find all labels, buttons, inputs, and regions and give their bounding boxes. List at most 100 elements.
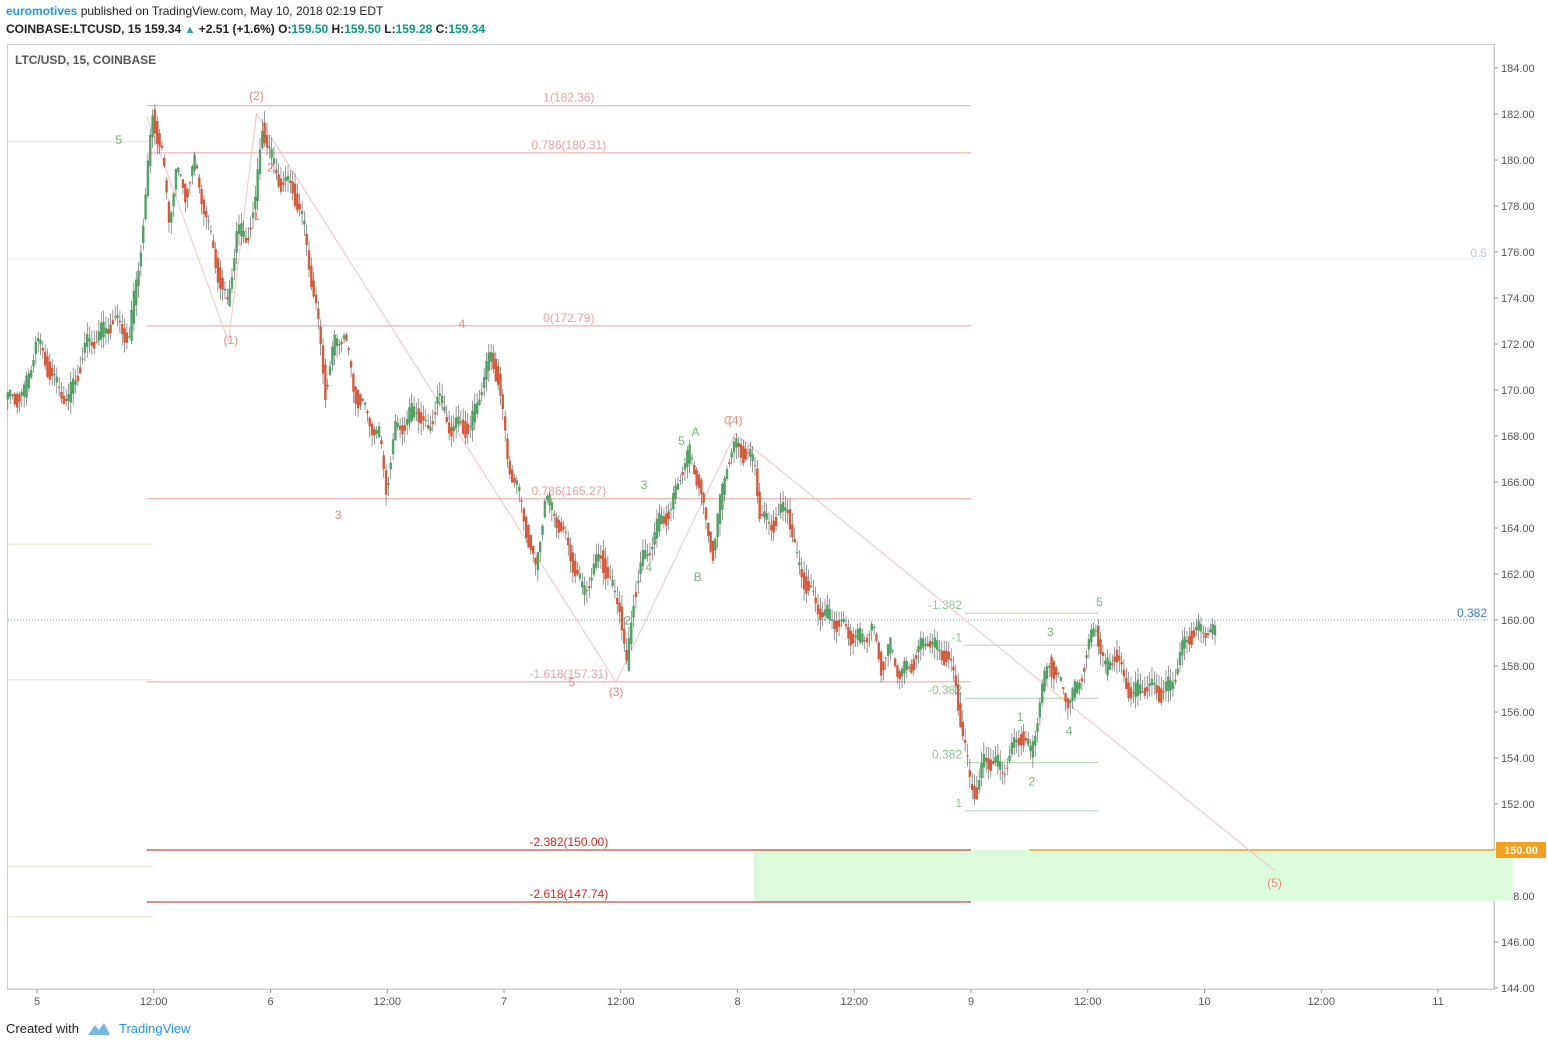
candle-body	[100, 322, 103, 340]
x-tick-label: 7	[501, 996, 507, 1008]
candle-body	[800, 568, 803, 578]
candle-body	[917, 645, 920, 653]
candle-body	[401, 425, 404, 435]
candle-body	[107, 329, 110, 335]
candle-body	[263, 122, 266, 144]
candle-body	[377, 426, 381, 438]
candle-body	[165, 180, 168, 193]
candle-body	[226, 297, 229, 300]
tradingview-link[interactable]: TradingView	[118, 1021, 191, 1036]
candle-body	[279, 178, 283, 192]
candle-body	[590, 577, 593, 581]
candle-body	[1099, 639, 1102, 654]
candle-body	[812, 591, 815, 593]
chart-title: LTC/USD, 15, COINBASE	[15, 53, 156, 67]
candle-body	[1080, 678, 1084, 682]
candle-body	[1078, 682, 1081, 690]
candle-body	[961, 721, 965, 737]
candle-body	[1202, 632, 1205, 634]
candle-body	[335, 338, 339, 347]
candle-body	[468, 426, 472, 428]
candle-body	[620, 606, 624, 631]
x-tick-label: 5	[34, 996, 40, 1008]
candle-body	[709, 531, 712, 552]
candle-body	[1113, 656, 1116, 662]
candle-body	[1160, 688, 1163, 703]
candle-body	[632, 605, 635, 618]
candle-body	[1183, 636, 1186, 649]
candle-body	[307, 250, 311, 270]
candle-body	[693, 464, 696, 474]
candle-body	[324, 364, 327, 401]
wave-label: B	[694, 570, 702, 584]
candle-body	[90, 341, 94, 346]
candle-body	[837, 620, 841, 627]
candle-body	[522, 508, 526, 522]
candle-body	[611, 579, 614, 587]
x-tick-label: 8	[734, 996, 740, 1008]
candle-body	[167, 201, 171, 223]
candle-body	[987, 758, 990, 770]
candle-body	[896, 665, 899, 677]
candle-body	[609, 576, 612, 578]
candle-body	[1087, 638, 1091, 650]
candle-body	[781, 501, 785, 512]
x-tick-label: 9	[968, 996, 974, 1008]
candle-body	[256, 169, 259, 201]
candle-body	[1132, 692, 1135, 694]
y-tick-label: 156.00	[1501, 707, 1535, 719]
candle-body	[697, 474, 701, 489]
candle-body	[550, 502, 554, 511]
candle-body	[779, 504, 782, 513]
candle-body	[181, 179, 185, 189]
candle-body	[270, 148, 273, 158]
candle-body	[1176, 668, 1179, 674]
candle-body	[314, 294, 318, 304]
candle-body	[223, 288, 227, 291]
candle-body	[541, 525, 544, 535]
candle-body	[464, 421, 467, 439]
candle-body	[569, 544, 572, 562]
candle-body	[389, 462, 392, 470]
fib-level-label: 0.786(165.27)	[532, 484, 607, 498]
candle-body	[648, 552, 652, 555]
candle-body	[893, 658, 897, 667]
green-fib-label: -1	[951, 630, 962, 644]
candle-body	[926, 643, 930, 647]
candle-body	[116, 315, 119, 319]
candle-body	[1157, 686, 1161, 702]
candle-body	[471, 410, 474, 431]
candle-body	[153, 109, 157, 134]
candle-body	[76, 375, 80, 382]
candle-body	[71, 378, 75, 394]
candle-body	[156, 120, 159, 144]
wave-label: (5)	[1267, 876, 1282, 890]
candle-body	[1064, 693, 1067, 702]
candle-body	[527, 525, 530, 548]
author-link[interactable]: euromotives	[6, 4, 78, 18]
candle-body	[956, 684, 960, 711]
candle-body	[170, 212, 173, 223]
candle-body	[293, 183, 297, 207]
candle-body	[39, 340, 42, 345]
y-tick-label: 160.00	[1501, 615, 1535, 627]
candle-body	[651, 546, 654, 550]
candle-body	[151, 115, 154, 138]
candle-body	[1031, 741, 1035, 758]
candle-body	[18, 394, 21, 403]
fib-level-label: 1(182.36)	[543, 91, 594, 105]
y-tick-label: 144.00	[1501, 983, 1535, 995]
candle-body	[688, 444, 691, 464]
candle-body	[856, 629, 859, 641]
price-change: +2.51 (+1.6%)	[198, 22, 275, 36]
candle-body	[1022, 731, 1025, 746]
candle-body	[130, 309, 133, 342]
candle-body	[1185, 640, 1189, 643]
candle-body	[1115, 649, 1119, 663]
tradingview-logo-icon[interactable]	[87, 1022, 111, 1036]
candle-body	[359, 394, 362, 406]
candle-body	[419, 412, 423, 424]
fib-level-label: -2.618(147.74)	[530, 887, 609, 901]
candle-body	[212, 240, 215, 249]
